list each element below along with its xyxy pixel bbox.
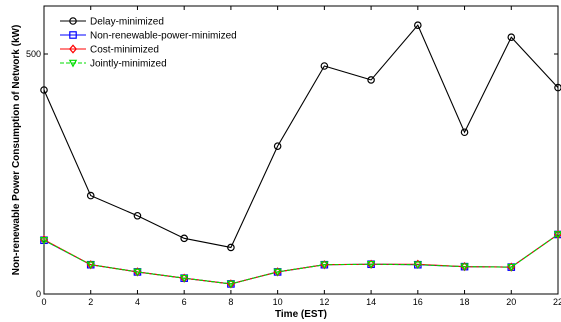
- legend-marker: [68, 59, 78, 68]
- legend-marker: [69, 17, 77, 25]
- data-point: [320, 261, 329, 270]
- series-line: [43, 234, 559, 285]
- data-point: [320, 62, 329, 70]
- legend-entry: Jointly-minimized: [60, 59, 167, 70]
- x-tick-label: 0: [41, 297, 46, 307]
- x-tick-label: 10: [273, 297, 283, 307]
- x-tick-label: 6: [182, 297, 187, 307]
- data-point: [180, 234, 188, 243]
- data-point: [414, 21, 422, 30]
- y-tick-label: 0: [36, 289, 41, 299]
- legend-marker: [69, 31, 77, 39]
- series-delay-minimized: [40, 21, 561, 252]
- data-point: [366, 260, 376, 269]
- series-jointly-minimized: [39, 231, 561, 289]
- y-axis-label: Non-renewable Power Consumption of Netwo…: [11, 25, 22, 276]
- data-point: [367, 76, 375, 84]
- legend-entry: Delay-minimized: [60, 17, 164, 28]
- data-point: [460, 263, 469, 272]
- data-point: [273, 142, 282, 150]
- x-axis-label: Time (EST): [275, 309, 327, 320]
- x-tick-label: 20: [506, 297, 516, 307]
- legend-entry: Non-renewable-power-minimized: [60, 31, 237, 42]
- series-lines: [39, 21, 561, 289]
- data-point: [133, 268, 142, 277]
- data-point: [86, 261, 95, 270]
- x-tick-label: 16: [413, 297, 423, 307]
- x-tick-label: 22: [553, 297, 561, 307]
- x-tick-label: 8: [228, 297, 233, 307]
- legend-label: Cost-minimized: [90, 45, 159, 56]
- legend-box: [56, 12, 278, 72]
- data-point: [553, 231, 561, 239]
- data-point: [413, 261, 423, 270]
- legend-entry: Cost-minimized: [60, 44, 159, 56]
- data-point: [554, 83, 561, 92]
- axis-ticks: 0 2 4 6 8 10 12 14 16 18 20 22 0 500: [26, 6, 561, 307]
- x-tick-label: 12: [319, 297, 329, 307]
- y-tick-label: 500: [26, 49, 41, 59]
- data-point: [226, 280, 236, 289]
- series-line: [43, 24, 559, 249]
- x-tick-label: 14: [366, 297, 376, 307]
- data-point: [273, 268, 282, 277]
- legend-label: Delay-minimized: [90, 17, 164, 28]
- data-point: [86, 191, 95, 200]
- data-point: [460, 128, 469, 137]
- x-tick-label: 2: [88, 297, 93, 307]
- legend-label: Non-renewable-power-minimized: [90, 31, 237, 42]
- data-point: [227, 243, 235, 252]
- x-tick-label: 4: [135, 297, 140, 307]
- legend-marker: [69, 44, 77, 54]
- data-point: [179, 274, 189, 283]
- data-point: [133, 211, 142, 220]
- data-point: [40, 86, 48, 94]
- data-point: [39, 236, 49, 245]
- legend: Delay-minimized Non-renewable-power-minim…: [56, 12, 278, 72]
- legend-label: Jointly-minimized: [90, 59, 167, 70]
- x-tick-label: 18: [460, 297, 470, 307]
- data-point: [507, 263, 516, 272]
- data-point: [507, 33, 516, 42]
